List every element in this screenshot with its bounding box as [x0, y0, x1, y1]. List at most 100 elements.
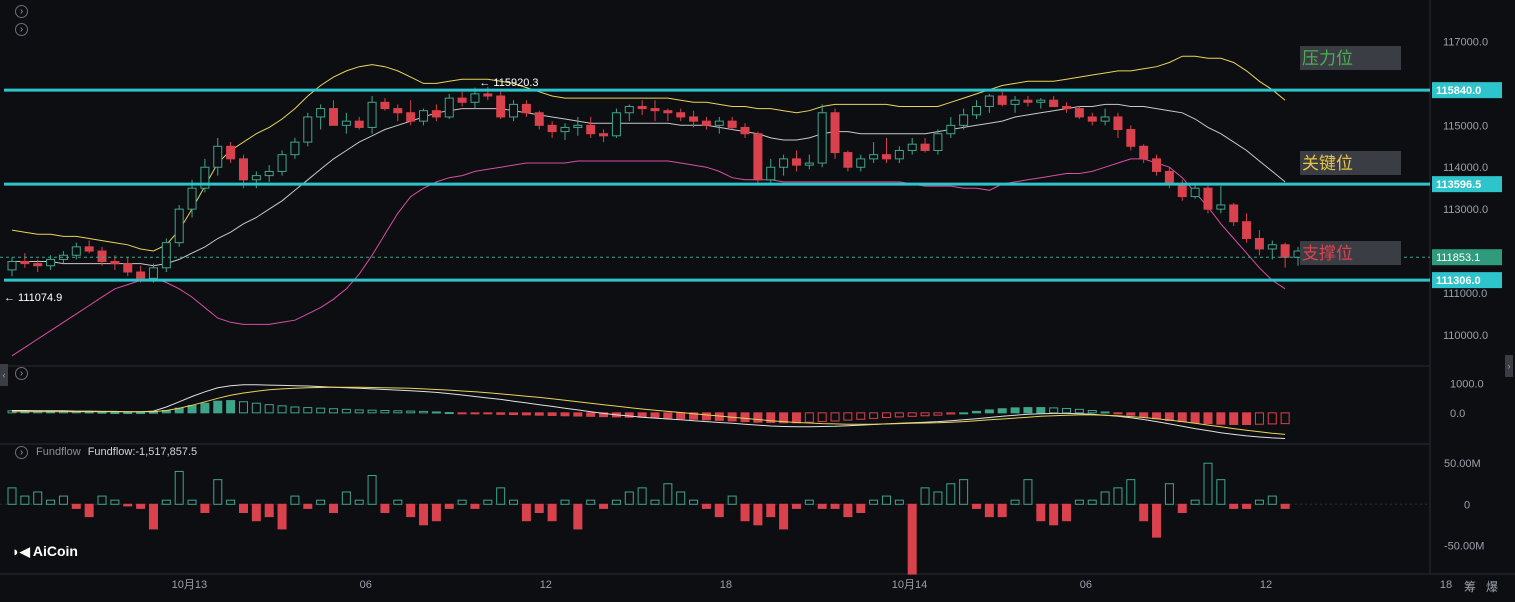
candle-body	[71, 246, 81, 256]
logo-text: AiCoin	[32, 543, 78, 559]
fundflow-bar	[997, 503, 1007, 518]
candle-body	[238, 158, 248, 181]
candle-body	[84, 246, 94, 252]
fundflow-bar	[457, 499, 467, 505]
fundflow-bar	[753, 503, 763, 526]
macd-bar	[881, 412, 891, 419]
fundflow-bar	[791, 503, 801, 509]
fundflow-bar	[1036, 503, 1046, 522]
candle-body	[727, 120, 737, 128]
candle-body	[483, 93, 493, 97]
fundflow-bar	[637, 487, 647, 505]
fundflow-bar	[624, 491, 634, 505]
candle-body	[804, 162, 814, 166]
candle-body	[1254, 237, 1264, 250]
fundflow-bar	[1062, 503, 1072, 522]
candle-body	[959, 114, 969, 126]
candle-body	[444, 97, 454, 118]
macd-bar	[599, 412, 609, 418]
fundflow-bar	[817, 503, 827, 509]
fundflow-bar	[431, 503, 441, 522]
fundflow-bar	[740, 503, 750, 522]
fundflow-bar	[123, 503, 133, 507]
fundflow-bar	[946, 483, 956, 505]
candle-body	[7, 261, 17, 271]
boll-mid-line	[12, 103, 1286, 267]
level-tag-label: 111306.0	[1436, 275, 1481, 287]
level-tag-label: 115840.0	[1436, 85, 1481, 97]
fundflow-collapse-icon[interactable]: ›	[15, 446, 28, 459]
fundflow-bar	[444, 503, 454, 509]
candle-body	[676, 112, 686, 118]
fundflow-bar	[84, 503, 94, 518]
macd-bar	[251, 402, 261, 414]
boll-lower-line	[11, 158, 1286, 357]
collapse-panel-icon[interactable]: ›	[15, 5, 28, 18]
macd-bar	[213, 400, 223, 414]
fundflow-bar	[354, 499, 364, 505]
chip-button[interactable]: 筹	[1464, 580, 1477, 594]
macd-bar	[329, 408, 338, 414]
expand-panel-icon[interactable]: ›	[15, 23, 28, 36]
candle-body	[123, 263, 133, 273]
fundflow-bar	[277, 503, 287, 530]
candle-body	[46, 258, 56, 267]
time-tick-label: 12	[1260, 579, 1272, 591]
candle-body	[303, 116, 313, 143]
macd-bar	[123, 412, 133, 415]
candle-body	[33, 263, 43, 267]
candle-body	[380, 101, 390, 110]
macd-bar	[1036, 407, 1046, 414]
fundflow-bar	[1254, 499, 1264, 505]
candle-body	[406, 112, 416, 122]
fundflow-bar	[509, 499, 519, 505]
macd-bar	[1280, 412, 1290, 425]
macd-bar	[341, 408, 351, 414]
time-tick-label: 10月14	[892, 579, 927, 591]
candle-body	[766, 166, 776, 181]
candle-body	[393, 108, 403, 114]
macd-bar	[920, 412, 930, 417]
right-resize-handle[interactable]: ›	[1505, 355, 1513, 377]
extreme-annotation: ← 115920.3	[479, 77, 538, 89]
fundflow-bar	[779, 503, 789, 530]
candle-body	[1023, 99, 1033, 103]
fundflow-bar	[727, 495, 737, 505]
fundflow-bar	[97, 495, 107, 505]
candle-body	[611, 112, 621, 137]
left-resize-handle[interactable]: ‹	[0, 364, 8, 386]
macd-bar	[431, 411, 441, 414]
candle-body	[1049, 99, 1059, 107]
macd-dea-line	[12, 386, 1286, 435]
candle-body	[1062, 105, 1072, 110]
macd-bar	[470, 412, 480, 415]
fundflow-tick-label: -50.00M	[1444, 540, 1484, 552]
fundflow-bar	[419, 503, 429, 526]
macd-bar	[303, 407, 313, 414]
macd-bar	[521, 412, 531, 416]
macd-bar	[547, 412, 557, 416]
macd-bar	[238, 401, 248, 414]
candle-body	[419, 110, 429, 122]
candle-body	[1113, 116, 1123, 131]
macd-bar	[316, 407, 326, 414]
fundflow-bar	[766, 503, 776, 518]
macd-bar	[984, 409, 994, 414]
candle-body	[856, 158, 866, 168]
fundflow-bar	[843, 503, 853, 518]
liquidation-button[interactable]: 爆	[1486, 580, 1499, 594]
level-tag	[1432, 82, 1502, 99]
fundflow-bar	[984, 503, 994, 518]
fundflow-bar	[290, 495, 300, 505]
candle-body	[187, 187, 197, 210]
current-price-label: 111853.1	[1436, 252, 1480, 264]
candle-body	[753, 133, 763, 181]
macd-collapse-icon[interactable]: ›	[15, 367, 28, 380]
macd-bar	[290, 406, 300, 414]
fundflow-bar	[33, 491, 43, 505]
candle-body	[251, 175, 261, 181]
macd-bar	[380, 410, 390, 414]
candle-body	[740, 126, 750, 135]
macd-bar	[972, 410, 981, 414]
candle-body	[264, 170, 274, 177]
